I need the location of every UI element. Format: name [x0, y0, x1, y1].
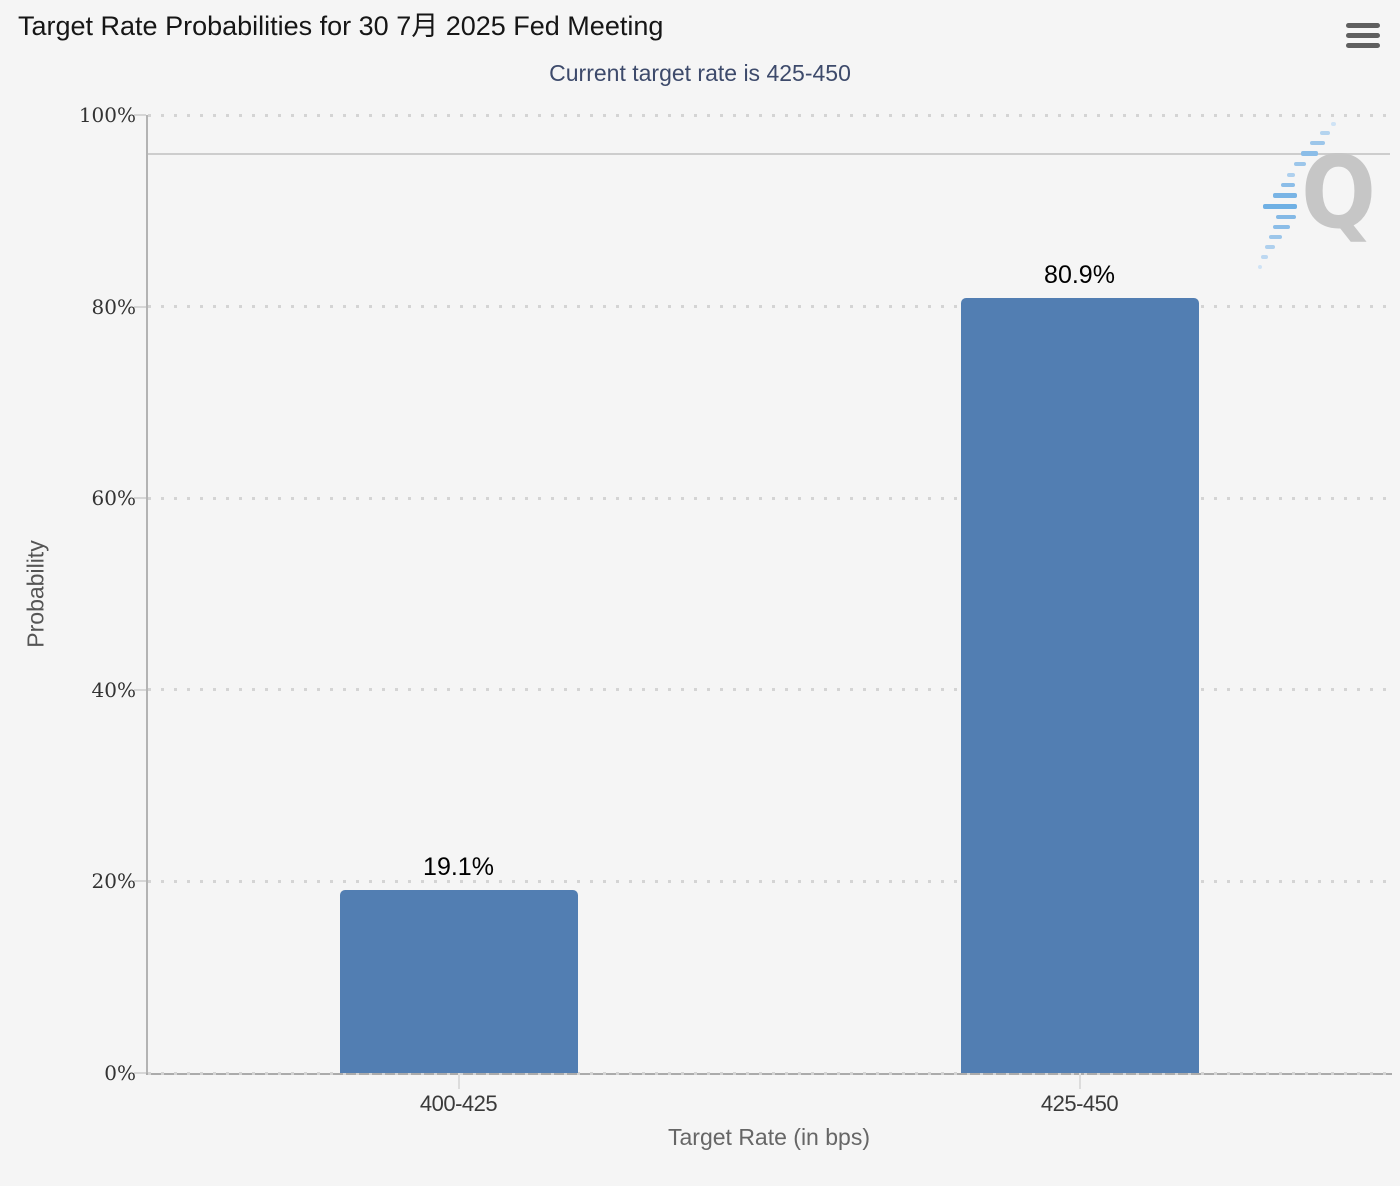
chart-menu-button[interactable]: [1338, 12, 1388, 56]
q-watermark: Q: [1248, 115, 1400, 425]
y-axis-tick-60: [134, 497, 146, 500]
y-axis-tick-100: [134, 114, 146, 116]
y-axis-line: [146, 115, 148, 1075]
gridline-100: [148, 113, 1390, 117]
x-axis-title: Target Rate (in bps): [668, 1124, 870, 1150]
reference-line: [148, 153, 1390, 155]
y-axis-tick-0: [134, 1072, 146, 1074]
bar-400-425[interactable]: [339, 890, 578, 1073]
y-axis-label-60: 60%: [91, 486, 136, 511]
x-axis-tick-425-450: [1078, 1073, 1081, 1089]
y-axis-label-40: 40%: [91, 677, 136, 702]
bar-425-450[interactable]: [960, 297, 1199, 1073]
bar-value-label-425-450: 80.9%: [1044, 260, 1115, 289]
x-axis-label-425-450: 425-450: [1040, 1091, 1119, 1116]
y-axis-label-20: 20%: [91, 869, 136, 894]
gridline-60: [148, 496, 1390, 500]
plot-area: Q 0% 20% 40% 60% 80% 100% 19.1% 400-425 80.9% 425…: [79, 103, 1390, 1116]
y-axis-label-0: 0%: [104, 1061, 136, 1085]
gridline-40: [148, 688, 1390, 692]
x-axis-tick-400-425: [457, 1073, 460, 1089]
y-axis-tick-80: [134, 305, 146, 308]
chart-title: Target Rate Probabilities for 30 7月 2025…: [18, 11, 664, 41]
bar-value-label-400-425: 19.1%: [423, 853, 494, 882]
y-axis-tick-20: [134, 880, 146, 883]
x-axis-label-400-425: 400-425: [419, 1091, 498, 1116]
hamburger-menu-icon: [1346, 23, 1380, 48]
y-axis-tick-40: [134, 688, 146, 691]
y-axis-label-100: 100%: [78, 103, 136, 127]
gridline-0: [148, 1071, 1390, 1075]
gridline-20: [148, 879, 1390, 883]
watermark-streak-icon: [1258, 122, 1336, 269]
y-axis-label-80: 80%: [91, 294, 136, 319]
q-logo-letter: Q: [1301, 134, 1376, 251]
chart-subtitle: Current target rate is 425-450: [549, 60, 851, 86]
y-axis-title: Probability: [22, 540, 49, 648]
gridline-80: [148, 305, 1390, 309]
